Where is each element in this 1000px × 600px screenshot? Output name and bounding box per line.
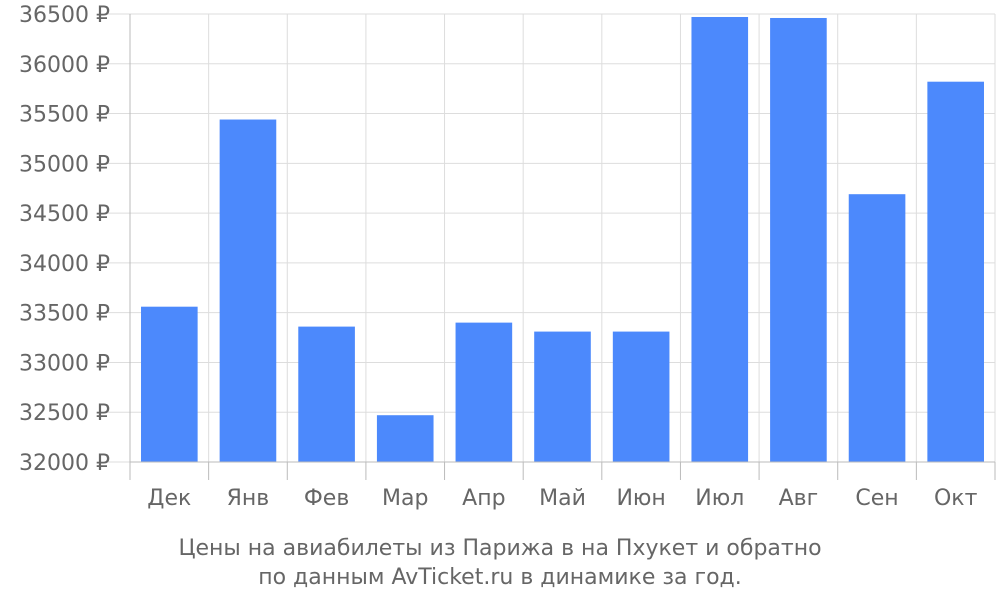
bar-5 [534, 331, 591, 462]
x-tick-labels: Дек Янв Фев Мар Апр Май Июн Июл Авг Сен Окт [147, 486, 977, 511]
y-tick-label: 36500 ₽ [19, 3, 110, 28]
x-tick-label: Июн [616, 486, 665, 511]
y-tick-label: 33500 ₽ [19, 302, 110, 327]
y-tick-label: 34500 ₽ [19, 202, 110, 227]
bar-7 [691, 16, 749, 463]
axes [129, 14, 996, 480]
y-tick-label: 36000 ₽ [19, 53, 110, 78]
x-tick-label: Сен [855, 486, 898, 511]
chart-caption: Цены на авиабилеты из Парижа в на Пхукет… [178, 536, 821, 590]
y-tick-label: 33000 ₽ [19, 351, 110, 376]
bar-1 [219, 119, 277, 462]
y-tick-label: 34000 ₽ [19, 252, 110, 277]
y-tick-label: 32000 ₽ [19, 451, 110, 476]
bar-8 [770, 17, 827, 463]
x-tick-label: Июл [695, 486, 744, 511]
caption-line-2: по данным AvTicket.ru в динамике за год. [258, 565, 742, 590]
x-tick-label: Апр [462, 486, 505, 511]
x-tick-label: Дек [147, 486, 191, 511]
bar-10 [927, 81, 984, 462]
x-tick-label: Фев [304, 486, 349, 511]
x-tick-label: Май [539, 486, 586, 511]
bar-6 [612, 331, 670, 462]
y-tick-label: 32500 ₽ [19, 401, 110, 426]
y-tick-label: 35500 ₽ [19, 103, 110, 128]
y-tick-label: 35000 ₽ [19, 152, 110, 177]
y-tick-labels: 32000 ₽ 32500 ₽ 33000 ₽ 33500 ₽ 34000 ₽ 34500… [19, 3, 110, 476]
bars [141, 16, 984, 463]
x-tick-label: Авг [779, 486, 819, 511]
bar-4 [455, 322, 513, 462]
bar-3 [376, 415, 434, 462]
x-tick-label: Янв [227, 486, 270, 511]
caption-line-1: Цены на авиабилеты из Парижа в на Пхукет… [178, 536, 821, 561]
bar-2 [298, 326, 355, 462]
bar-0 [141, 306, 198, 462]
x-tick-label: Мар [382, 486, 428, 511]
bar-9 [848, 194, 906, 462]
x-tick-label: Окт [934, 486, 978, 511]
